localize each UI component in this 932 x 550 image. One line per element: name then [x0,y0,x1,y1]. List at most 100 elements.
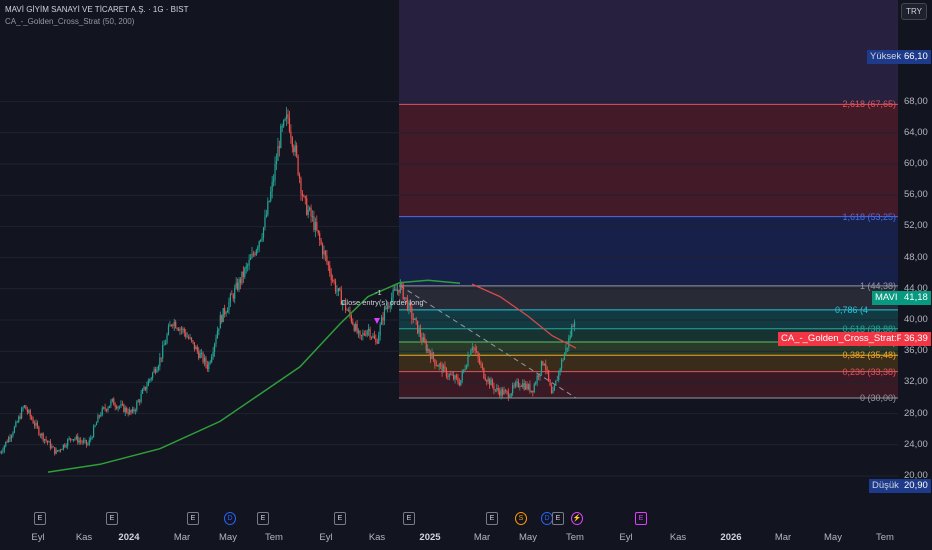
candle-body [143,386,145,390]
candle-body [356,323,358,333]
candle-body [195,346,197,350]
candle-body [65,445,67,447]
candle-body [365,334,367,336]
candle-body [490,379,492,386]
candle-body [123,404,125,413]
fib-zone [399,104,898,217]
dividend-event-icon[interactable]: D [224,512,236,525]
candle-body [36,422,39,427]
candle-body [343,301,345,303]
candle-body [22,407,24,409]
candle-body [332,279,334,281]
time-tick: Mar [473,532,491,543]
candle-body [172,324,174,326]
earnings-event-icon[interactable]: E [486,512,498,525]
candle-body [84,439,86,441]
news-event-icon[interactable]: ⚡ [571,512,583,525]
earnings-event-icon[interactable]: E [552,512,564,525]
candle-body [523,383,525,390]
candle-body [540,361,543,374]
candle-body [156,369,158,373]
time-tick: Tem [876,532,894,543]
candle-body [149,379,151,381]
candle-body [408,302,410,311]
candle-body [468,355,471,357]
time-tick: 2024 [118,532,140,543]
candle-body [225,312,227,315]
earnings-event-icon[interactable]: E [187,512,199,525]
time-tick: 2025 [419,532,441,543]
candle-body [29,410,31,417]
candle-body [134,410,136,412]
indicator-title[interactable]: CA_-_Golden_Cross_Strat (50, 200) [5,17,135,26]
candle-body [290,131,292,138]
candle-body [231,294,233,296]
last-price-tag: 41,18 [901,291,931,305]
candle-body [545,363,547,370]
candle-body [94,425,96,427]
candle-body [285,114,288,119]
candle-body [131,409,134,413]
candle-body [471,347,473,351]
split-event-icon[interactable]: S [515,512,527,525]
candle-body [309,207,311,210]
earnings-event-icon[interactable]: E [34,512,46,525]
earnings-event-icon[interactable]: E [106,512,118,525]
candle-body [209,362,211,363]
candle-body [9,437,11,439]
candle-body [270,191,272,201]
candle-body [111,398,113,402]
candle-body [33,423,36,426]
candle-body [176,328,178,329]
candle-body [87,444,89,446]
candle-body [512,385,514,394]
price-axis[interactable] [898,0,932,550]
fib-level-label: 0,236 (33,38) [842,366,896,377]
price-tick: 56,00 [904,189,928,201]
candle-body [429,353,432,359]
candle-body [232,294,234,299]
candle-body [169,324,171,327]
candle-body [19,416,21,419]
time-tick: Tem [265,532,283,543]
candle-body [549,379,551,386]
candle-body [319,233,321,240]
candle-body [244,268,246,277]
candle-body [216,331,219,339]
earnings-event-icon[interactable]: E [403,512,415,525]
candle-body [514,383,517,386]
candle-body [438,364,440,367]
candle-body [550,385,553,394]
candle-body [170,324,172,326]
time-tick: 2026 [720,532,742,543]
candle-body [13,426,15,433]
candle-body [357,330,360,333]
candle-body [64,444,66,447]
time-tick: Eyl [319,532,333,543]
earnings-event-icon[interactable]: E [334,512,346,525]
candle-body [23,405,26,408]
candle-body [284,118,286,121]
candle-body [418,329,420,334]
candle-body [401,283,403,285]
candle-body [245,266,247,269]
currency-button[interactable]: TRY [901,3,927,20]
candle-body [353,324,355,331]
candle-body [509,396,511,398]
fib-zone [399,285,898,310]
candle-body [68,438,70,440]
candle-body [519,386,521,387]
time-tick: Eyl [619,532,633,543]
candle-body [304,196,306,199]
candle-body [189,337,191,339]
candle-body [212,351,214,357]
earnings-event-icon[interactable]: E [257,512,269,525]
candle-body [435,364,437,366]
candle-body [157,366,159,370]
candle-body [18,416,20,422]
earnings-event-icon[interactable]: E [635,512,647,525]
candle-body [108,405,111,408]
candle-body [457,377,459,383]
